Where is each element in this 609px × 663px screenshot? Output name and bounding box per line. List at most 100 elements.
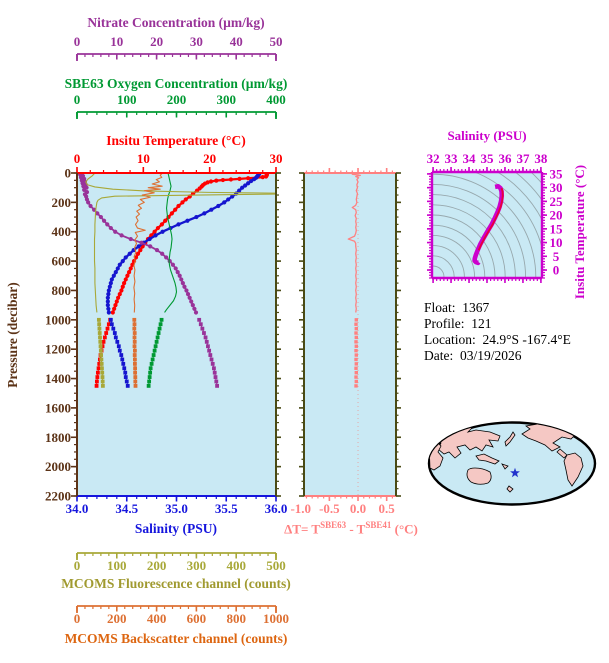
svg-text:50: 50: [270, 34, 283, 49]
svg-text:200: 200: [147, 558, 167, 573]
salinity-axis-title: Salinity (PSU): [134, 521, 218, 536]
fluorescence-tick-labels: 0 100 200 300 400 500: [74, 558, 286, 573]
svg-text:1800: 1800: [45, 430, 71, 445]
svg-text:25: 25: [550, 194, 564, 209]
svg-text:10: 10: [110, 34, 123, 49]
svg-text:32: 32: [427, 151, 440, 166]
svg-text:600: 600: [187, 611, 207, 626]
svg-text:35.5: 35.5: [215, 501, 238, 516]
ts-plot-title: Salinity (PSU): [447, 128, 527, 143]
axis-nitrate: [76, 53, 277, 61]
svg-text:-0.5: -0.5: [319, 501, 340, 516]
svg-text:0: 0: [74, 34, 81, 49]
svg-text:36: 36: [498, 151, 512, 166]
axis-salinity: [76, 495, 277, 502]
nitrate-axis-title: Nitrate Concentration (µm/kg): [87, 15, 265, 30]
svg-text:2200: 2200: [45, 489, 71, 504]
svg-text:34: 34: [463, 151, 477, 166]
svg-text:800: 800: [52, 283, 72, 298]
svg-text:1000: 1000: [45, 312, 71, 327]
world-map: [427, 421, 597, 506]
series-nitrate: [78, 173, 219, 388]
axis-ts_temp-vertical: [540, 172, 547, 279]
svg-text:0.0: 0.0: [350, 501, 366, 516]
svg-text:34.0: 34.0: [66, 501, 89, 516]
svg-text:30: 30: [550, 180, 563, 195]
series-temperature: [94, 173, 270, 388]
axis-delta_t: [304, 495, 396, 501]
axis-temperature: [76, 167, 277, 174]
delta-t-tick-labels: -1.0 -0.5 0.0 0.5: [290, 501, 395, 516]
delta-t-panel-background: [304, 173, 396, 496]
nitrate-tick-labels: 0 10 20 30 40 50: [74, 34, 283, 49]
svg-text:200: 200: [107, 611, 127, 626]
svg-text:200: 200: [52, 195, 72, 210]
svg-text:20: 20: [203, 151, 216, 166]
fluorescence-axis-title: MCOMS Fluorescence channel (counts): [61, 576, 291, 591]
delta-t-series: [347, 172, 361, 495]
svg-text:37: 37: [516, 151, 530, 166]
svg-text:0.5: 0.5: [379, 501, 396, 516]
delta-t-title-part: (°C): [391, 521, 418, 537]
svg-text:100: 100: [117, 92, 137, 107]
series-oxygen: [146, 173, 178, 388]
location-text: Location: 24.9°S -167.4°E: [424, 332, 571, 347]
svg-text:500: 500: [266, 558, 286, 573]
svg-text:0: 0: [74, 558, 81, 573]
profile-number-text: Profile: 121: [424, 316, 492, 331]
axis-pressure-vertical: [275, 172, 281, 497]
svg-text:300: 300: [217, 92, 237, 107]
delta-t-title-part: - T: [346, 521, 366, 537]
ts-right-axis-title: Insitu Temperature (°C): [572, 164, 587, 300]
svg-text:1400: 1400: [45, 371, 71, 386]
series-backscatter: [132, 173, 163, 388]
axis-ts_temp-vertical: [427, 172, 434, 279]
float-id-text: Float: 1367: [424, 300, 490, 315]
backscatter-tick-labels: 0 200 400 600 800 1000: [74, 611, 289, 626]
svg-text:1200: 1200: [45, 342, 71, 357]
svg-text:0: 0: [74, 611, 81, 626]
ts-salinity-tick-labels: 32 33 34 35 36 37 38: [427, 151, 548, 166]
axis-pressure-vertical: [299, 172, 305, 497]
oxygen-tick-labels: 0 100 200 300 400: [74, 92, 286, 107]
series-salinity: [105, 173, 262, 388]
axis-ts_sal: [432, 276, 542, 283]
profile-series: [78, 173, 276, 388]
svg-text:300: 300: [187, 558, 207, 573]
oxygen-axis-title: SBE63 Oxygen Concentration (µm/kg): [64, 76, 288, 91]
svg-text:800: 800: [226, 611, 246, 626]
svg-text:34.5: 34.5: [115, 501, 138, 516]
svg-text:33: 33: [445, 151, 459, 166]
axis-fluorescence: [76, 552, 277, 560]
salinity-tick-labels: 34.0 34.5 35.0 35.5 36.0: [66, 501, 288, 516]
svg-text:1600: 1600: [45, 400, 71, 415]
axis-oxygen: [76, 111, 277, 119]
temperature-axis-title: Insitu Temperature (°C): [106, 133, 246, 148]
svg-text:40: 40: [230, 34, 243, 49]
axis-pressure-vertical: [395, 172, 401, 497]
svg-text:0: 0: [65, 166, 72, 181]
svg-text:35: 35: [550, 166, 564, 181]
svg-text:100: 100: [107, 558, 127, 573]
axis-delta_t: [304, 168, 396, 174]
svg-text:0: 0: [74, 151, 81, 166]
svg-text:35.0: 35.0: [165, 501, 188, 516]
svg-text:20: 20: [150, 34, 163, 49]
delta-t-axis-title: ΔT= TSBE63 - TSBE41 (°C): [266, 520, 436, 537]
svg-text:600: 600: [52, 254, 72, 269]
svg-text:10: 10: [550, 235, 563, 250]
axis-ts_sal: [432, 167, 542, 174]
svg-text:38: 38: [534, 151, 548, 166]
ts-curve: [472, 183, 505, 266]
delta-t-sup-sbe41: SBE41: [365, 520, 392, 530]
temperature-tick-labels: 0 10 20 30: [74, 151, 283, 166]
axis-backscatter: [76, 605, 277, 613]
svg-text:5: 5: [553, 249, 560, 264]
pressure-axis-title: Pressure (decibar): [5, 282, 20, 388]
svg-text:30: 30: [270, 151, 283, 166]
backscatter-axis-title: MCOMS Backscatter channel (counts): [64, 631, 288, 646]
svg-text:15: 15: [550, 221, 564, 236]
